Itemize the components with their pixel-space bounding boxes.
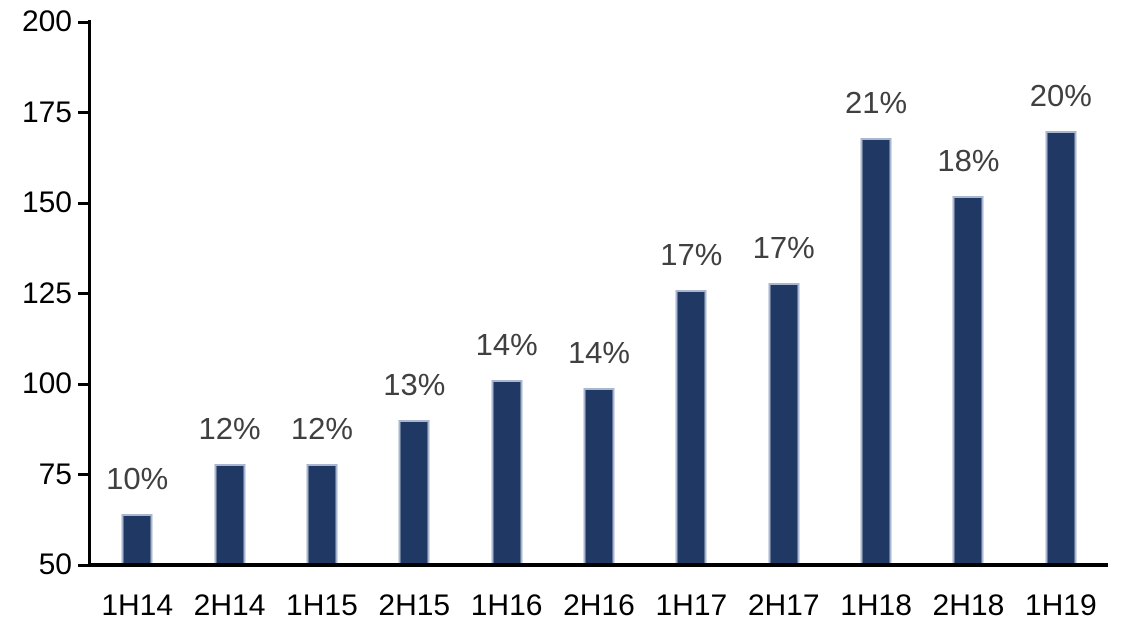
bar-value-label: 17%: [752, 229, 815, 265]
bar-column: 14%: [460, 22, 552, 565]
bar-value-label: 14%: [475, 327, 538, 363]
bar: [306, 463, 338, 565]
x-axis-category-label: 1H16: [470, 589, 543, 622]
bar: [398, 420, 430, 565]
bar-value-label: 12%: [198, 410, 261, 446]
x-axis-category-label: 2H17: [747, 589, 820, 622]
y-axis-tick: [78, 473, 88, 476]
bar: [768, 282, 800, 565]
bar: [860, 137, 892, 565]
bar-value-label: 12%: [290, 410, 353, 446]
y-axis-tick: [78, 382, 88, 386]
y-axis-tick-label: 200: [21, 5, 72, 38]
bar-column: 18%: [922, 22, 1014, 565]
y-axis-tick-label: 175: [21, 95, 72, 129]
x-axis-category-label: 2H14: [193, 589, 266, 622]
y-axis-tick: [78, 111, 88, 114]
x-axis-category-label: 2H16: [563, 589, 635, 622]
x-axis-category-label: 1H18: [840, 589, 912, 622]
y-axis-tick-label: 75: [38, 457, 72, 491]
bar-value-label: 20%: [1029, 77, 1092, 113]
bar-value-label: 13%: [383, 367, 446, 403]
y-axis-tick: [78, 201, 88, 205]
bar-column: 12%: [183, 22, 275, 565]
x-axis-category-label: 2H18: [932, 589, 1005, 622]
plot-area: 10% 12% 12% 13% 14% 14% 17% 17% 21% 18% 20%: [91, 22, 1107, 565]
bar-value-label: 14%: [567, 334, 630, 370]
bar: [675, 289, 707, 565]
bar: [583, 387, 615, 565]
x-axis-category-label: 1H19: [1024, 589, 1097, 622]
x-axis-category-label: 1H17: [655, 589, 728, 622]
y-axis-tick: [78, 292, 88, 295]
x-axis-category-label: 1H15: [286, 589, 358, 622]
y-axis-tick: [78, 20, 88, 24]
bar: [491, 380, 523, 565]
bar-column: 20%: [1015, 22, 1107, 565]
y-axis-line: [88, 20, 91, 567]
y-axis-tick-label: 150: [21, 186, 72, 219]
bar-value-label: 10%: [106, 461, 169, 497]
bar-column: 17%: [645, 22, 737, 565]
bar-value-label: 17%: [660, 236, 723, 272]
bar-value-label: 18%: [937, 142, 1000, 178]
bar: [214, 463, 246, 565]
x-axis-labels: 1H14 2H14 1H15 2H15 1H16 2H16 1H17 2H17 1H18 2H18…: [91, 589, 1107, 623]
bar: [1045, 130, 1077, 565]
x-axis-line: [88, 563, 1108, 567]
y-axis-tick-label: 50: [38, 548, 72, 581]
bar-column: 14%: [553, 22, 645, 565]
bar-column: 10%: [91, 22, 183, 565]
x-axis-category-label: 1H14: [101, 589, 174, 622]
bar-value-label: 21%: [845, 84, 908, 120]
y-axis-tick-label: 100: [21, 367, 72, 400]
bar: [121, 514, 153, 565]
y-axis-tick-label: 125: [21, 276, 72, 310]
bar-column: 12%: [276, 22, 368, 565]
bar-column: 21%: [830, 22, 922, 565]
y-axis-tick: [78, 563, 88, 567]
bar: [952, 195, 984, 565]
x-axis-category-label: 2H15: [378, 589, 451, 622]
bar-column: 13%: [368, 22, 460, 565]
bar-column: 17%: [738, 22, 830, 565]
